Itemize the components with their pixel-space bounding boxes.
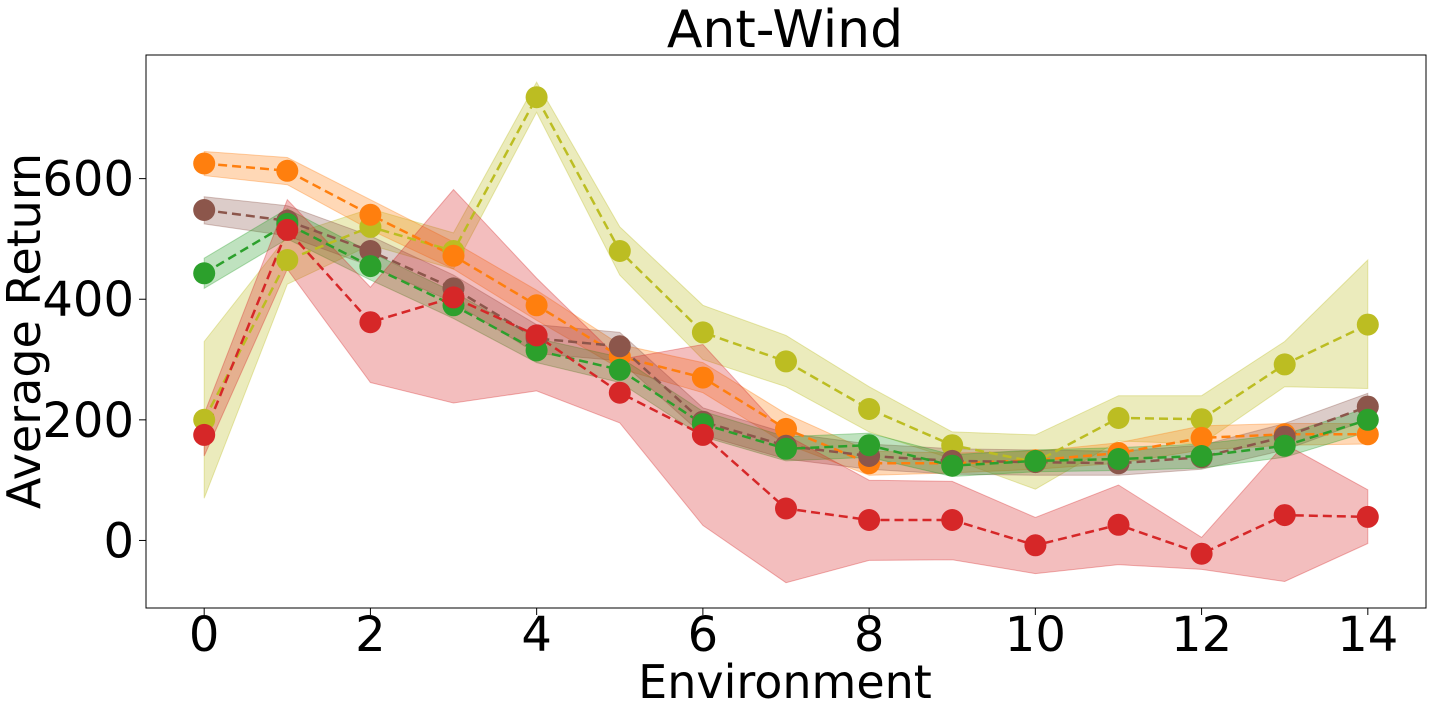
point-orange-0 [193, 152, 216, 175]
series-markers [193, 86, 1379, 565]
point-orange-3 [442, 244, 465, 267]
point-yellow-green-5 [608, 240, 631, 262]
point-orange-4 [525, 294, 548, 317]
point-green-2 [359, 255, 382, 278]
point-green-9 [941, 454, 964, 477]
y-axis-ticks: 0 200 400 600 [42, 152, 146, 569]
point-red-3 [442, 286, 465, 309]
point-orange-7 [775, 417, 797, 440]
point-red-11 [1107, 513, 1130, 536]
point-red-12 [1190, 542, 1213, 565]
point-red-14 [1356, 505, 1379, 528]
line-brown [204, 208, 1369, 465]
point-brown-0 [193, 199, 216, 221]
x-tick-label: 14 [1337, 607, 1398, 663]
point-green-7 [775, 437, 797, 460]
point-yellow-green-7 [775, 350, 797, 373]
point-red-7 [775, 497, 797, 520]
point-yellow-green-4 [525, 86, 548, 109]
point-brown-2 [359, 240, 382, 262]
x-tick-label: 10 [1005, 607, 1066, 663]
point-red-4 [525, 324, 548, 347]
x-tick-label: 4 [521, 607, 552, 663]
y-tick-label: 600 [42, 152, 134, 208]
point-green-14 [1356, 408, 1379, 431]
point-yellow-green-11 [1107, 407, 1130, 429]
point-yellow-green-14 [1356, 313, 1379, 336]
point-green-0 [193, 262, 216, 285]
x-tick-label: 0 [189, 607, 220, 663]
point-yellow-green-12 [1190, 408, 1213, 431]
x-tick-label: 8 [854, 607, 885, 663]
point-orange-12 [1190, 426, 1213, 449]
point-yellow-green-8 [858, 398, 881, 420]
x-tick-label: 2 [355, 607, 386, 663]
point-red-8 [858, 509, 881, 531]
band-yellow-green [203, 81, 1369, 499]
point-orange-1 [276, 159, 299, 182]
y-tick-label: 0 [103, 513, 134, 569]
point-green-10 [1024, 449, 1047, 472]
point-red-9 [941, 509, 964, 531]
point-red-0 [193, 423, 216, 446]
point-red-13 [1273, 504, 1296, 527]
point-green-5 [608, 358, 631, 381]
point-yellow-green-1 [276, 249, 299, 271]
point-orange-6 [691, 366, 714, 389]
point-orange-2 [359, 203, 382, 226]
point-green-4 [525, 339, 548, 362]
y-tick-label: 400 [42, 272, 134, 328]
point-yellow-green-13 [1273, 353, 1296, 376]
point-red-5 [608, 381, 631, 404]
point-red-10 [1024, 534, 1047, 557]
point-red-1 [276, 218, 299, 241]
point-red-2 [359, 311, 382, 334]
point-red-6 [691, 423, 714, 446]
point-yellow-green-9 [941, 434, 964, 457]
point-yellow-green-0 [193, 408, 216, 431]
y-axis-label: Average Return [0, 153, 51, 509]
point-green-12 [1190, 445, 1213, 467]
point-brown-5 [608, 335, 631, 358]
point-green-8 [858, 434, 881, 457]
x-tick-label: 6 [688, 607, 719, 663]
chart-title: Ant-Wind [667, 0, 903, 60]
point-green-11 [1107, 448, 1130, 470]
plot-frame [145, 54, 1427, 609]
x-tick-label: 12 [1171, 607, 1232, 663]
point-green-13 [1273, 434, 1296, 457]
x-axis-ticks: 0 2 4 6 8 10 12 14 [189, 607, 1398, 663]
y-tick-label: 200 [42, 393, 134, 449]
x-axis-label: Environment [638, 655, 932, 709]
point-yellow-green-6 [691, 321, 714, 344]
